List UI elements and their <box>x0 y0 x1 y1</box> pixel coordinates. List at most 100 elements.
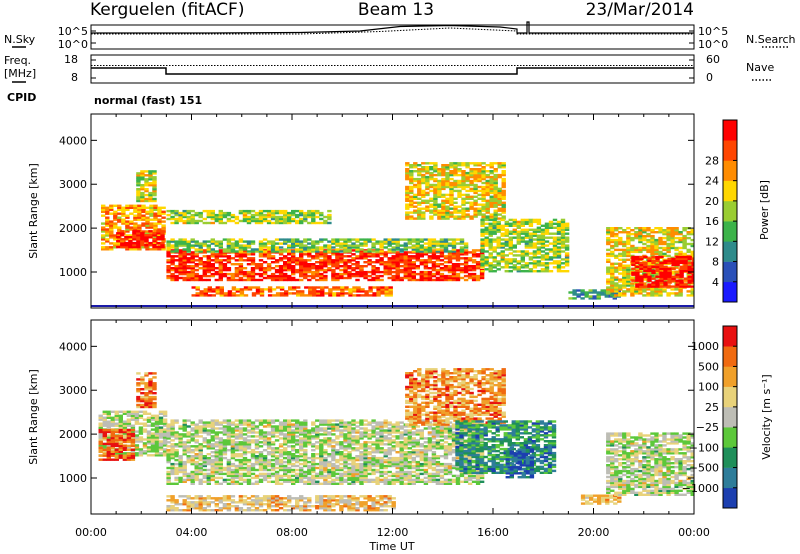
velocity-echo-cell <box>254 460 260 464</box>
power-echo-cell <box>403 267 408 270</box>
power-echo-cell <box>475 263 481 266</box>
power-echo-cell <box>417 193 422 197</box>
velocity-echo-cell <box>238 460 244 464</box>
velocity-echo-cell <box>148 401 153 405</box>
power-echo-cell <box>516 238 521 241</box>
velocity-echo-cell <box>174 466 179 470</box>
power-echo-cell <box>202 240 207 243</box>
power-echo-cell <box>387 259 392 262</box>
power-echo-cell <box>405 197 410 200</box>
power-echo-cell <box>368 290 373 293</box>
power-echo-cell <box>411 257 416 260</box>
power-echo-cell <box>459 250 465 253</box>
velocity-echo-cell <box>170 445 175 448</box>
power-echo-cell <box>634 234 639 238</box>
power-echo-cell <box>291 255 296 258</box>
velocity-echo-cell <box>130 456 136 459</box>
power-echo-cell <box>288 292 293 295</box>
velocity-echo-cell <box>122 446 128 449</box>
power-colorbar-tick-label: 4 <box>712 276 719 289</box>
power-echo-cell <box>222 211 228 215</box>
power-echo-cell <box>473 171 478 175</box>
power-echo-cell <box>210 215 215 219</box>
velocity-echo-cell <box>98 434 103 437</box>
power-echo-cell <box>141 210 146 213</box>
power-echo-cell <box>457 211 462 214</box>
power-echo-cell <box>564 222 570 225</box>
power-echo-cell <box>433 199 438 202</box>
power-echo-cell <box>218 255 223 258</box>
power-echo-cell <box>532 244 538 247</box>
power-echo-cell <box>435 276 441 280</box>
velocity-echo-cell <box>190 458 195 462</box>
power-echo-cell <box>395 261 400 264</box>
power-echo-cell <box>141 204 146 207</box>
velocity-echo-cell <box>238 427 244 430</box>
power-echo-cell <box>178 268 183 272</box>
power-echo-cell <box>141 222 146 225</box>
power-echo-cell <box>395 270 400 274</box>
power-echo-cell <box>477 209 482 212</box>
power-echo-cell <box>323 268 328 272</box>
power-echo-cell <box>560 242 566 245</box>
velocity-echo-cell <box>174 468 179 472</box>
power-echo-cell <box>223 292 229 295</box>
velocity-echo-cell <box>162 434 168 437</box>
power-echo-cell <box>376 286 381 289</box>
power-echo-cell <box>423 250 429 253</box>
power-echo-cell <box>536 236 542 239</box>
power-echo-cell <box>646 229 651 232</box>
velocity-echo-cell <box>226 460 232 464</box>
velocity-echo-cell <box>258 456 264 460</box>
power-echo-cell <box>654 292 659 295</box>
velocity-echo-cell <box>178 433 183 436</box>
power-echo-cell <box>520 256 525 259</box>
power-echo-cell <box>198 263 203 266</box>
power-echo-cell <box>246 270 252 274</box>
power-echo-cell <box>226 268 232 272</box>
power-echo-cell <box>391 248 396 251</box>
power-echo-cell <box>405 177 410 181</box>
power-echo-cell <box>145 216 150 219</box>
power-echo-cell <box>663 283 668 286</box>
power-echo-cell <box>267 294 273 297</box>
velocity-echo-cell <box>214 427 219 430</box>
velocity-echo-cell <box>262 433 268 436</box>
velocity-echo-cell <box>166 433 171 436</box>
power-echo-cell <box>500 224 505 227</box>
power-echo-cell <box>311 209 316 213</box>
power-echo-cell <box>626 272 631 275</box>
power-echo-cell <box>308 288 313 291</box>
velocity-echo-cell <box>158 442 164 445</box>
power-echo-cell <box>459 263 465 266</box>
power-echo-cell <box>626 284 631 287</box>
power-echo-cell <box>287 211 292 215</box>
power-echo-cell <box>274 242 280 245</box>
power-echo-cell <box>222 213 228 217</box>
power-echo-cell <box>614 229 619 232</box>
power-echo-cell <box>211 288 216 291</box>
power-echo-cell <box>443 242 449 245</box>
power-echo-cell <box>524 242 530 245</box>
velocity-echo-cell <box>190 470 195 474</box>
power-echo-cell <box>674 240 679 244</box>
power-echo-cell <box>174 268 179 272</box>
power-echo-cell <box>133 214 138 217</box>
power-echo-cell <box>327 246 332 249</box>
power-echo-cell <box>223 294 229 297</box>
power-echo-cell <box>439 238 445 241</box>
power-echo-cell <box>674 292 679 295</box>
velocity-echo-cell <box>254 482 260 485</box>
power-echo-cell <box>339 261 344 264</box>
power-echo-cell <box>319 213 324 217</box>
power-echo-cell <box>113 238 118 241</box>
power-echo-cell <box>631 271 636 274</box>
velocity-echo-cell <box>186 451 191 454</box>
power-echo-cell <box>242 219 248 223</box>
velocity-echo-cell <box>138 452 144 455</box>
power-echo-cell <box>492 222 497 225</box>
power-echo-cell <box>614 240 619 244</box>
velocity-echo-cell <box>194 472 199 476</box>
velocity-echo-cell <box>166 441 171 444</box>
velocity-echo-cell <box>226 474 232 478</box>
